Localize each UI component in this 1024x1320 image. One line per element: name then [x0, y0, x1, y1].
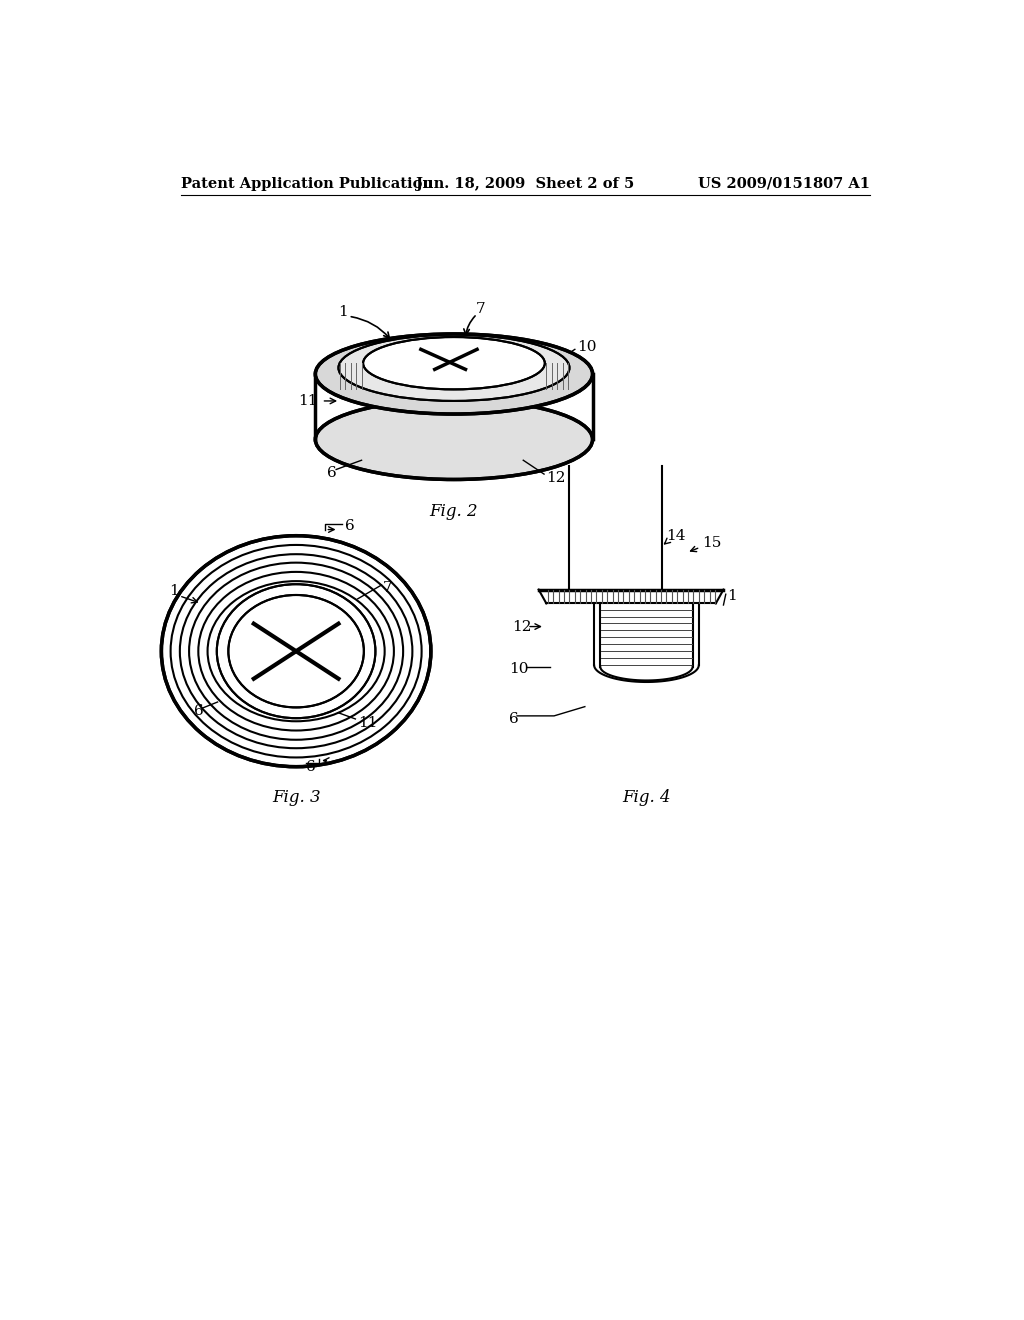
Text: 15: 15 — [701, 536, 721, 550]
Text: US 2009/0151807 A1: US 2009/0151807 A1 — [697, 177, 869, 191]
Text: 1: 1 — [339, 305, 348, 319]
Text: 6: 6 — [345, 520, 354, 533]
Ellipse shape — [339, 335, 569, 401]
Text: 12: 12 — [547, 471, 566, 484]
Ellipse shape — [315, 400, 593, 479]
Ellipse shape — [228, 595, 364, 708]
Text: 11: 11 — [298, 393, 317, 408]
Ellipse shape — [162, 536, 431, 767]
Text: 14: 14 — [666, 529, 685, 543]
Text: 6: 6 — [327, 466, 337, 479]
Text: Jun. 18, 2009  Sheet 2 of 5: Jun. 18, 2009 Sheet 2 of 5 — [416, 177, 634, 191]
Ellipse shape — [364, 337, 545, 389]
Text: 6: 6 — [306, 760, 315, 774]
Text: Fig. 3: Fig. 3 — [271, 789, 321, 807]
Text: Fig. 4: Fig. 4 — [623, 789, 671, 807]
Text: 12: 12 — [512, 619, 531, 634]
Text: Fig. 2: Fig. 2 — [430, 503, 478, 520]
Text: 1: 1 — [169, 585, 179, 598]
Text: 10: 10 — [509, 661, 529, 676]
Ellipse shape — [217, 585, 376, 718]
Text: 7: 7 — [475, 301, 485, 315]
Text: 11: 11 — [357, 715, 377, 730]
Text: Patent Application Publication: Patent Application Publication — [180, 177, 432, 191]
Text: 7: 7 — [383, 581, 393, 595]
Text: 6: 6 — [509, 711, 519, 726]
Text: 10: 10 — [578, 341, 597, 354]
Text: 6: 6 — [194, 705, 204, 718]
Text: 1: 1 — [727, 589, 737, 603]
Ellipse shape — [315, 334, 593, 414]
